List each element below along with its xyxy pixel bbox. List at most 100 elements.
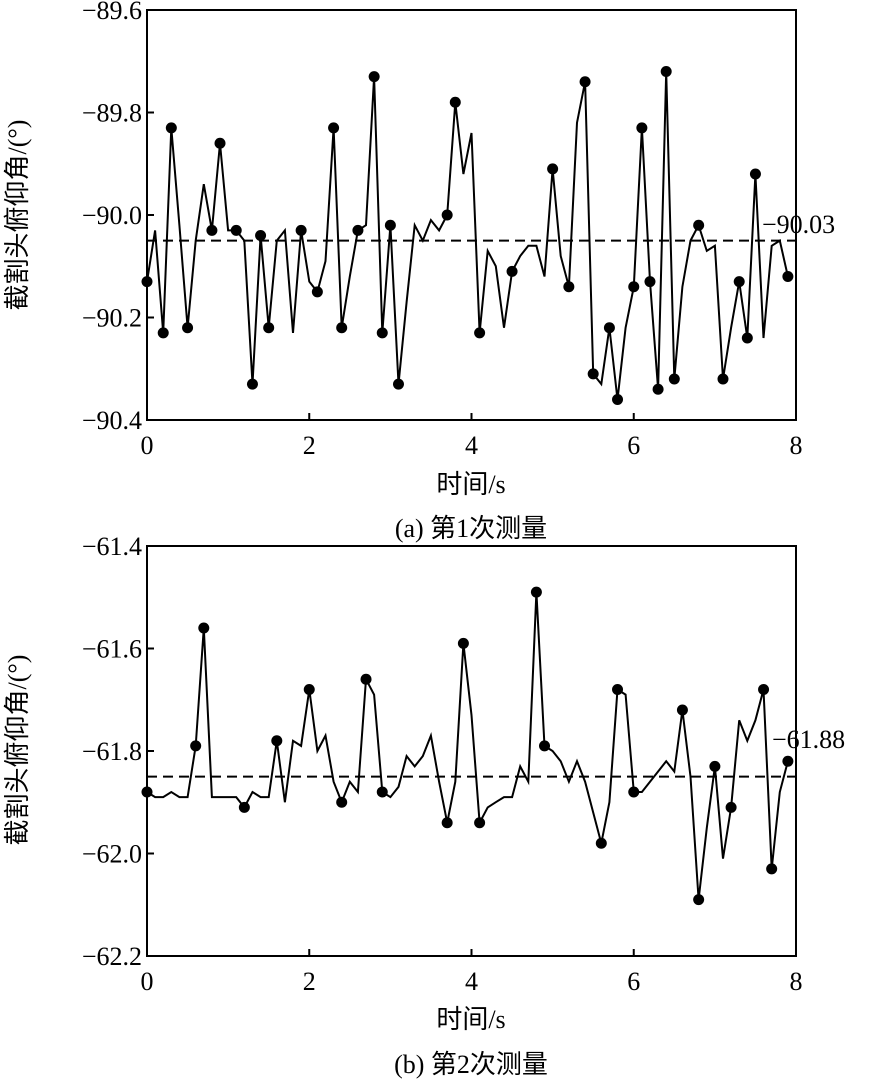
y-tick-label: −90.4: [82, 406, 142, 435]
x-tick-label: 0: [141, 967, 154, 996]
data-point: [506, 265, 518, 277]
x-tick-label: 8: [790, 967, 803, 996]
y-axis-label-b: 截割头俯仰角/(°): [3, 655, 32, 846]
data-point: [165, 122, 177, 134]
data-point: [652, 383, 664, 395]
y-tick-label: −62.2: [82, 942, 142, 971]
data-point: [749, 168, 761, 180]
x-tick-label: 2: [303, 431, 316, 460]
data-point: [141, 786, 153, 798]
data-point: [263, 322, 275, 334]
y-tick-label: −61.8: [82, 737, 142, 766]
data-point: [311, 286, 323, 298]
data-point: [782, 755, 794, 767]
x-axis-label-b: 时间/s: [436, 1005, 505, 1034]
data-point: [782, 271, 794, 282]
data-point: [141, 276, 153, 288]
data-point: [238, 801, 250, 813]
data-point: [206, 224, 218, 236]
data-point: [457, 637, 469, 649]
panel-b: −61.88 −61.4 −61.6 −61.8 −62.0 −62.2 0 2 4 6 8 时…: [3, 532, 845, 1079]
caption-a: (a) 第1次测量: [395, 514, 547, 543]
y-ticks-b: −61.4 −61.6 −61.8 −62.0 −62.2: [82, 532, 154, 971]
data-point: [587, 368, 599, 380]
data-point: [303, 684, 315, 695]
data-point: [741, 332, 753, 344]
data-point: [628, 786, 640, 798]
data-point: [198, 622, 210, 634]
data-point: [644, 276, 656, 288]
data-point: [190, 740, 202, 752]
x-axis-label-a: 时间/s: [436, 470, 505, 499]
data-point: [295, 224, 307, 236]
panel-a: −90.03 −89.6 −89.8 −90.0 −90.2 −90.4 0 2 4 6 8 时…: [3, 0, 835, 543]
series-line-a: [146, 71, 789, 400]
data-point: [449, 96, 461, 108]
data-point: [392, 378, 404, 390]
reference-label-b: −61.88: [772, 725, 845, 754]
y-ticks-a: −89.6 −89.8 −90.0 −90.2 −90.4: [82, 0, 154, 435]
data-point: [157, 327, 169, 339]
series-line-b: [146, 592, 789, 900]
y-tick-label: −89.6: [82, 0, 142, 25]
series-b: [141, 586, 794, 906]
data-point: [733, 276, 745, 288]
data-point: [628, 281, 640, 293]
data-point: [182, 322, 194, 334]
data-point: [766, 863, 778, 875]
data-point: [547, 163, 559, 175]
x-tick-label: 4: [465, 967, 478, 996]
x-tick-label: 2: [303, 967, 316, 996]
x-tick-label: 4: [465, 431, 478, 460]
data-point: [668, 373, 680, 385]
data-point: [360, 673, 372, 685]
plot-frame-a: [146, 9, 797, 421]
y-tick-label: −61.6: [82, 635, 142, 664]
data-point: [758, 684, 770, 695]
data-point: [255, 230, 267, 241]
caption-b: (b) 第2次测量: [394, 1050, 548, 1079]
data-point: [441, 817, 453, 829]
y-tick-label: −89.8: [82, 99, 142, 128]
data-point: [676, 704, 688, 716]
data-point: [725, 801, 737, 813]
data-point: [612, 394, 624, 405]
y-axis-label-a: 截割头俯仰角/(°): [3, 120, 32, 311]
x-ticks-b: 0 2 4 6 8: [141, 949, 803, 996]
data-point: [539, 740, 551, 752]
reference-label-a: −90.03: [762, 210, 835, 239]
data-point: [246, 378, 258, 390]
data-point: [563, 281, 575, 293]
x-ticks-a: 0 2 4 6 8: [141, 413, 803, 460]
data-point: [336, 796, 348, 808]
data-point: [214, 137, 226, 149]
data-point: [693, 894, 705, 906]
y-tick-label: −90.0: [82, 201, 142, 230]
y-tick-label: −90.2: [82, 304, 142, 333]
data-point: [603, 322, 615, 334]
data-point: [376, 786, 388, 798]
data-point: [474, 327, 486, 339]
x-tick-label: 6: [627, 967, 640, 996]
data-point: [336, 322, 348, 334]
data-point: [474, 817, 486, 829]
data-point: [693, 219, 705, 231]
data-point: [271, 735, 283, 747]
x-tick-label: 8: [790, 431, 803, 460]
series-a: [141, 66, 794, 405]
data-point: [352, 224, 364, 236]
data-point: [530, 586, 542, 598]
x-tick-label: 0: [141, 431, 154, 460]
data-point: [230, 224, 242, 236]
data-point: [660, 66, 672, 77]
data-point: [595, 837, 607, 849]
data-point: [368, 71, 380, 83]
y-tick-label: −62.0: [82, 840, 142, 869]
data-point: [612, 684, 624, 695]
data-point: [384, 219, 396, 231]
data-point: [709, 760, 721, 772]
data-point: [717, 373, 729, 385]
data-point: [328, 122, 340, 134]
data-point: [579, 76, 591, 88]
